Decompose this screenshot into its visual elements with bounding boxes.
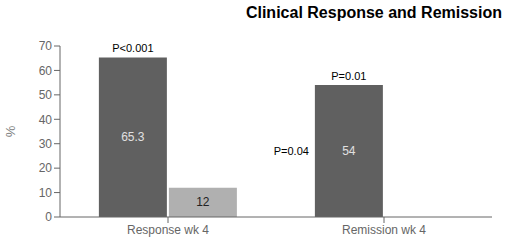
svg-text:60: 60	[39, 64, 53, 78]
svg-text:0: 0	[45, 210, 52, 224]
svg-text:54: 54	[342, 144, 356, 158]
html-text:Clinical Response and Remissio: Clinical Response and Remission	[245, 4, 502, 21]
svg-text:Response wk 4: Response wk 4	[127, 223, 209, 237]
svg-text:Remission wk 4: Remission wk 4	[342, 223, 426, 237]
svg-text:70: 70	[39, 39, 53, 53]
svg-text:%: %	[8, 125, 18, 137]
svg-text:40: 40	[39, 113, 53, 127]
svg-text:30: 30	[39, 137, 53, 151]
svg-text:65.3: 65.3	[121, 130, 145, 144]
svg-text:12: 12	[196, 195, 210, 209]
svg-text:20: 20	[39, 161, 53, 175]
svg-text:10: 10	[39, 186, 53, 200]
svg-text:P<0.001: P<0.001	[112, 42, 153, 54]
svg-text:P=0.01: P=0.01	[331, 70, 366, 82]
svg-text:P=0.04: P=0.04	[274, 145, 309, 157]
svg-text:50: 50	[39, 88, 53, 102]
